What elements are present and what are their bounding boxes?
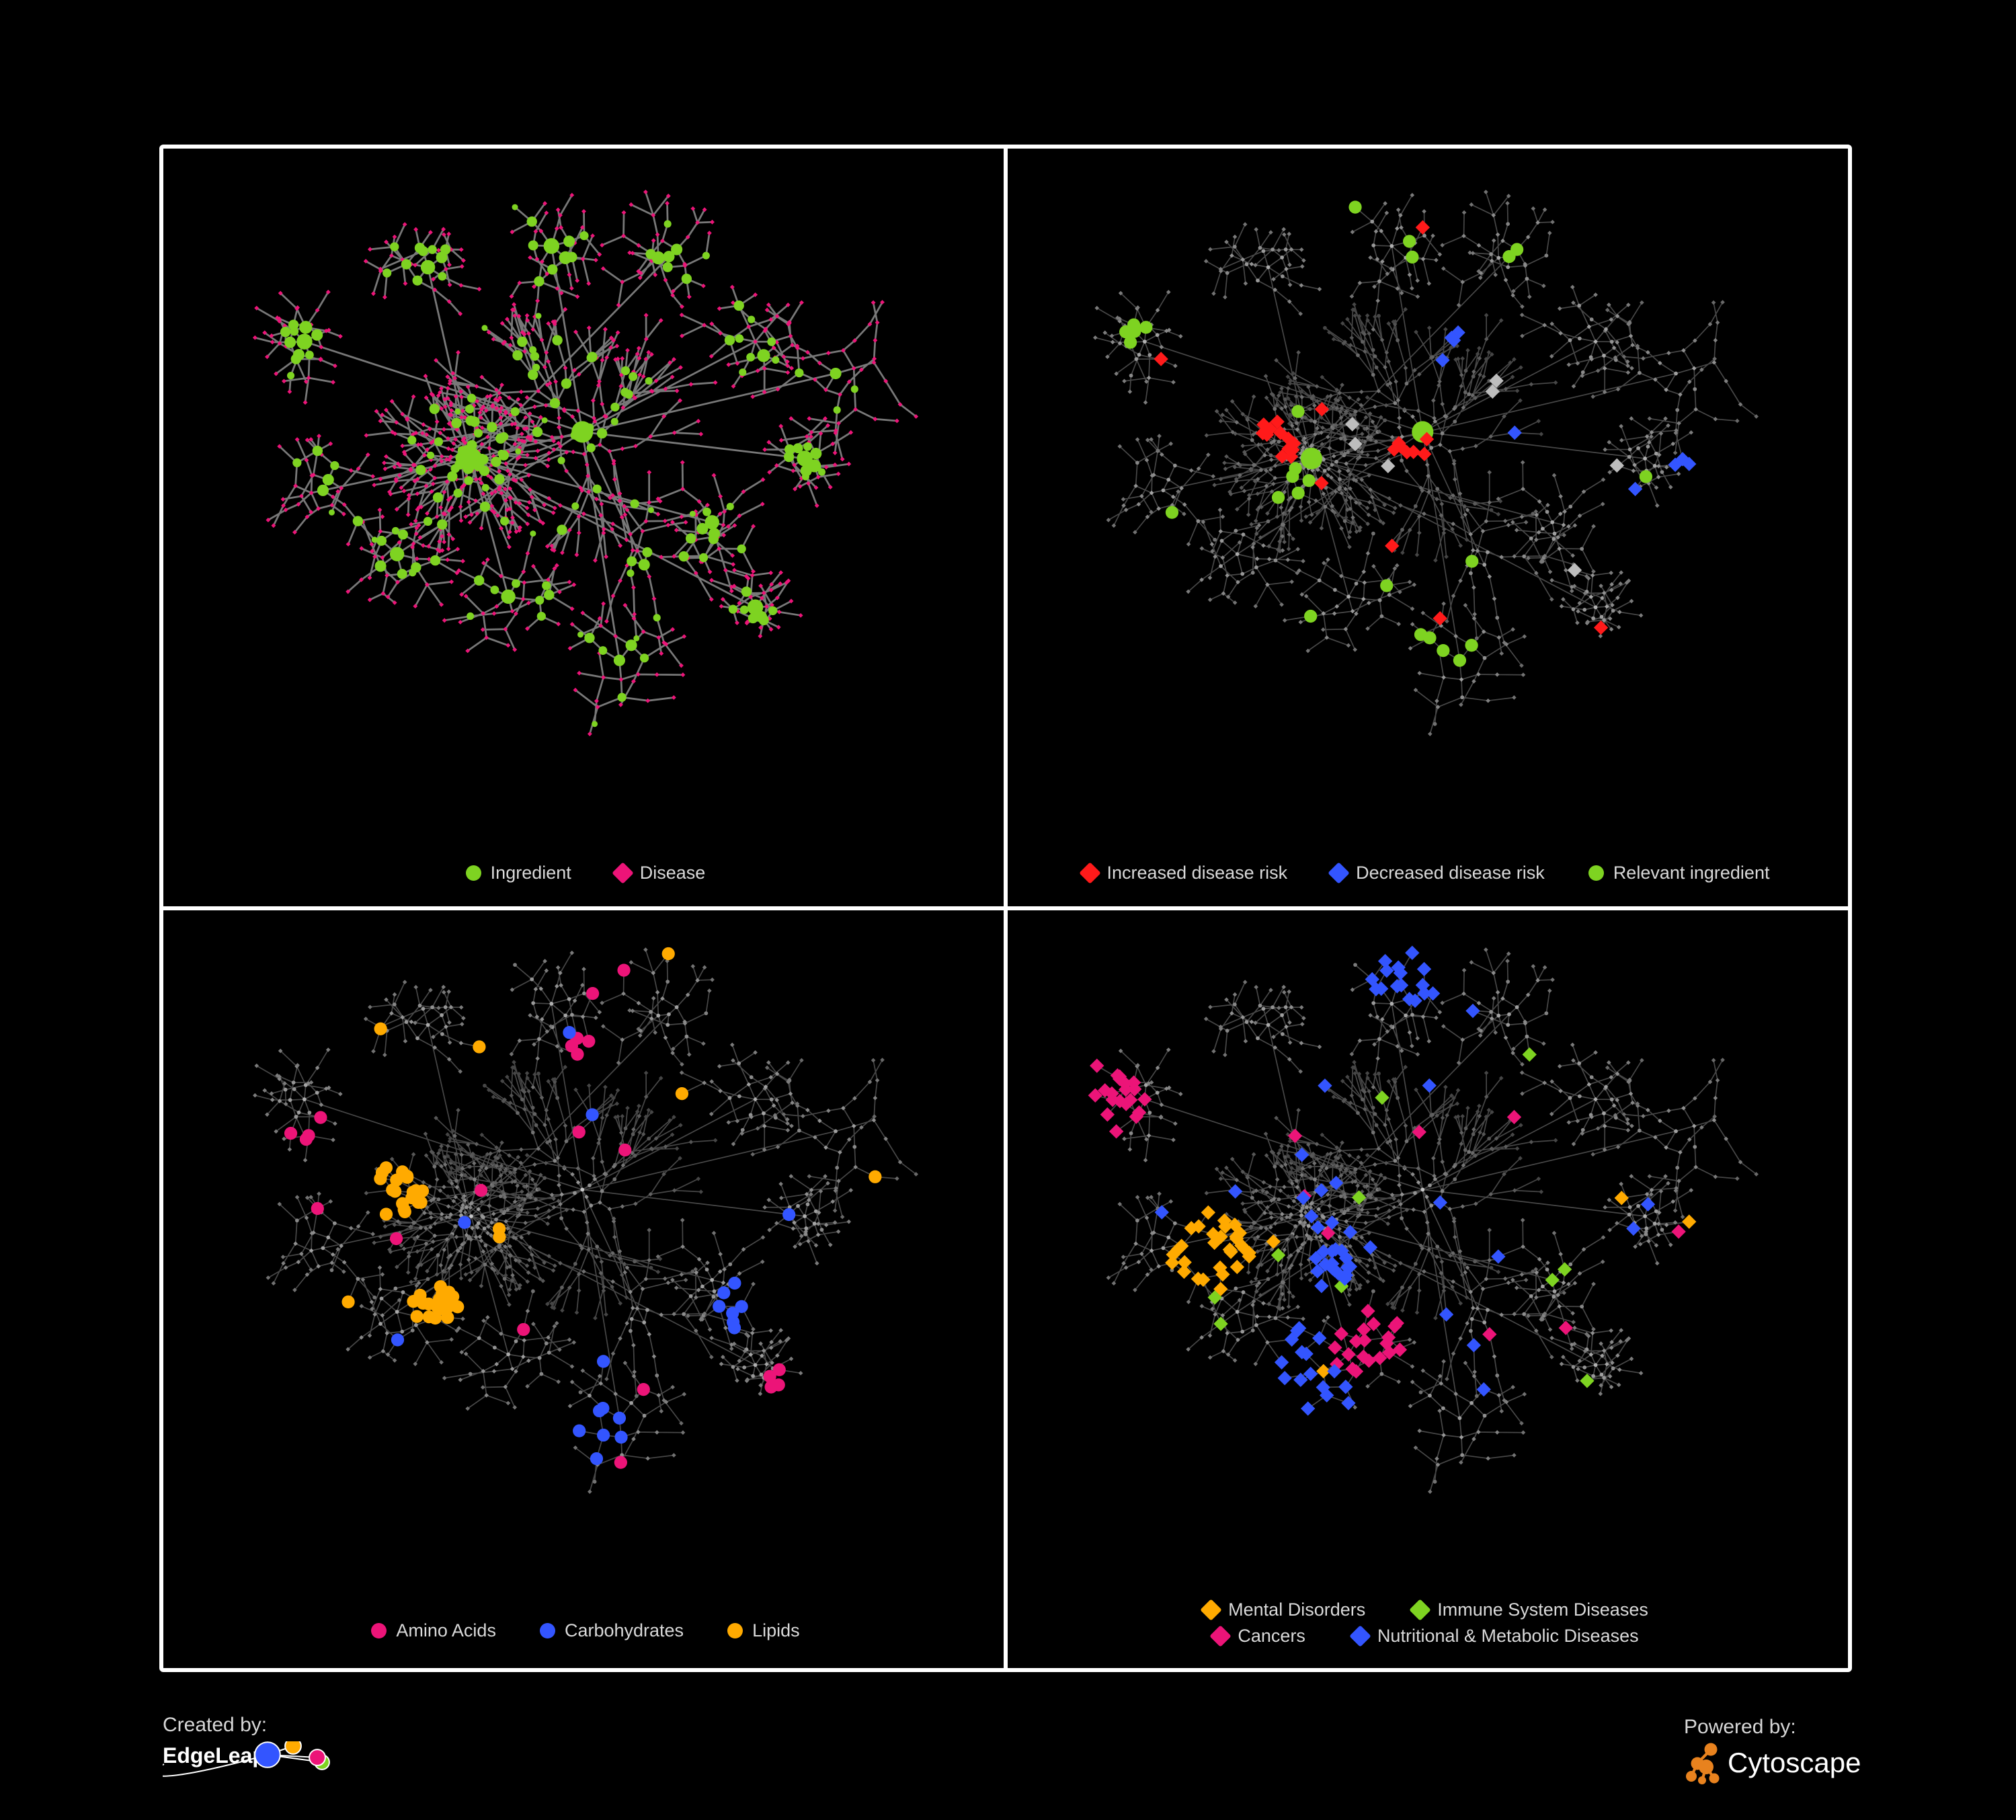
svg-text:Cytoscape: Cytoscape <box>1728 1747 1861 1778</box>
svg-text:EdgeLeap: EdgeLeap <box>163 1743 266 1768</box>
